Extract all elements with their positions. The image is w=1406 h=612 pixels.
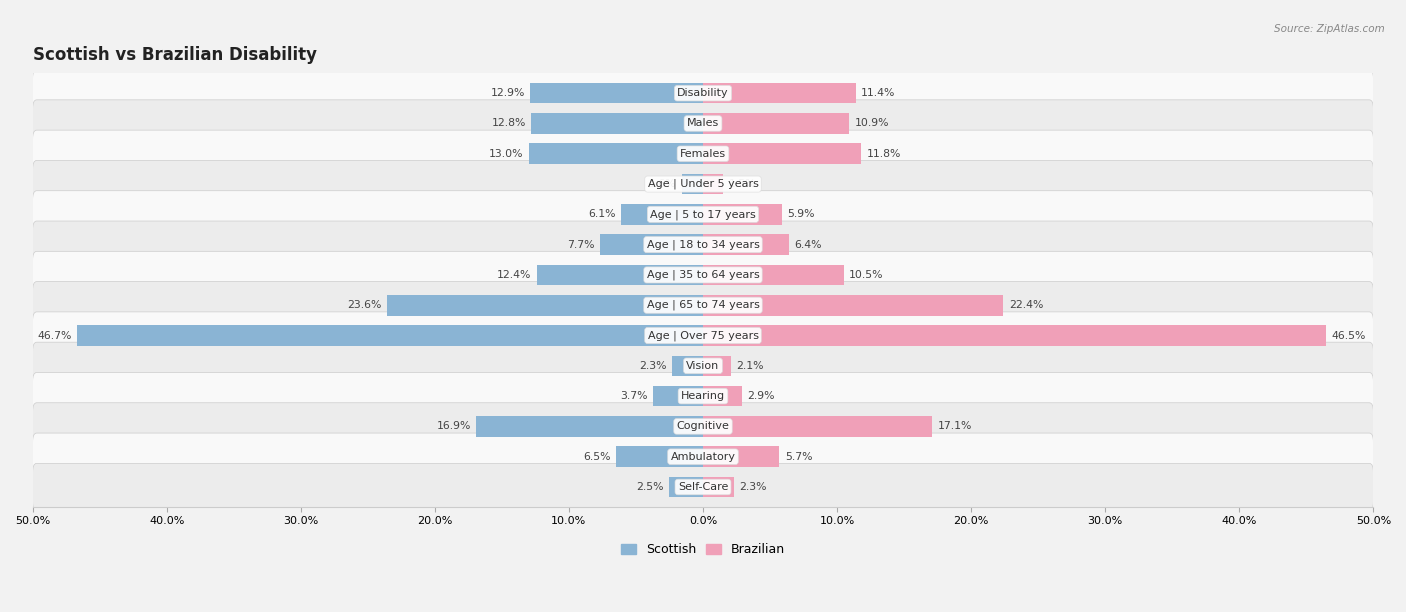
- Text: 12.4%: 12.4%: [496, 270, 531, 280]
- Bar: [616, 446, 703, 467]
- Text: 5.7%: 5.7%: [785, 452, 813, 461]
- Bar: [600, 234, 703, 255]
- Bar: [537, 264, 703, 285]
- Bar: [621, 204, 703, 225]
- Bar: [703, 234, 789, 255]
- FancyBboxPatch shape: [32, 191, 1374, 238]
- Text: 10.9%: 10.9%: [855, 119, 889, 129]
- Text: Scottish vs Brazilian Disability: Scottish vs Brazilian Disability: [32, 46, 316, 64]
- FancyBboxPatch shape: [32, 160, 1374, 207]
- FancyBboxPatch shape: [32, 373, 1374, 420]
- Text: 46.5%: 46.5%: [1331, 330, 1367, 340]
- Legend: Scottish, Brazilian: Scottish, Brazilian: [616, 538, 790, 561]
- Text: Cognitive: Cognitive: [676, 422, 730, 431]
- Text: 7.7%: 7.7%: [567, 240, 595, 250]
- Text: 23.6%: 23.6%: [347, 300, 381, 310]
- Bar: [703, 264, 844, 285]
- Bar: [669, 477, 703, 498]
- Bar: [529, 143, 703, 164]
- Text: Hearing: Hearing: [681, 391, 725, 401]
- Text: Disability: Disability: [678, 88, 728, 98]
- Text: 16.9%: 16.9%: [437, 422, 471, 431]
- Text: 6.1%: 6.1%: [588, 209, 616, 219]
- Text: Age | Under 5 years: Age | Under 5 years: [648, 179, 758, 189]
- Text: Ambulatory: Ambulatory: [671, 452, 735, 461]
- Text: 12.8%: 12.8%: [492, 119, 526, 129]
- Text: Age | 5 to 17 years: Age | 5 to 17 years: [650, 209, 756, 220]
- Bar: [77, 325, 703, 346]
- Bar: [654, 386, 703, 406]
- Text: Age | 35 to 64 years: Age | 35 to 64 years: [647, 270, 759, 280]
- Bar: [703, 83, 856, 103]
- Bar: [682, 174, 703, 195]
- Text: 11.8%: 11.8%: [866, 149, 901, 159]
- Text: 22.4%: 22.4%: [1008, 300, 1043, 310]
- Text: 2.5%: 2.5%: [637, 482, 664, 492]
- Text: 46.7%: 46.7%: [37, 330, 72, 340]
- Bar: [703, 446, 779, 467]
- Text: Source: ZipAtlas.com: Source: ZipAtlas.com: [1274, 24, 1385, 34]
- Text: 2.3%: 2.3%: [740, 482, 766, 492]
- Text: 10.5%: 10.5%: [849, 270, 883, 280]
- Text: 2.1%: 2.1%: [737, 361, 763, 371]
- Text: Self-Care: Self-Care: [678, 482, 728, 492]
- Bar: [703, 143, 862, 164]
- FancyBboxPatch shape: [32, 70, 1374, 117]
- Text: Age | 65 to 74 years: Age | 65 to 74 years: [647, 300, 759, 310]
- FancyBboxPatch shape: [32, 221, 1374, 268]
- Text: 3.7%: 3.7%: [620, 391, 648, 401]
- Text: Age | 18 to 34 years: Age | 18 to 34 years: [647, 239, 759, 250]
- Bar: [703, 356, 731, 376]
- Text: 6.4%: 6.4%: [794, 240, 821, 250]
- Bar: [530, 83, 703, 103]
- Bar: [477, 416, 703, 437]
- Bar: [703, 174, 723, 195]
- Bar: [703, 477, 734, 498]
- Text: Females: Females: [681, 149, 725, 159]
- FancyBboxPatch shape: [32, 433, 1374, 480]
- Bar: [387, 295, 703, 316]
- FancyBboxPatch shape: [32, 100, 1374, 147]
- Text: 1.6%: 1.6%: [648, 179, 676, 189]
- FancyBboxPatch shape: [32, 463, 1374, 510]
- Text: 5.9%: 5.9%: [787, 209, 815, 219]
- Text: Vision: Vision: [686, 361, 720, 371]
- Text: 17.1%: 17.1%: [938, 422, 972, 431]
- Bar: [531, 113, 703, 134]
- FancyBboxPatch shape: [32, 403, 1374, 450]
- Bar: [703, 204, 782, 225]
- Text: 1.5%: 1.5%: [728, 179, 756, 189]
- Text: 12.9%: 12.9%: [491, 88, 524, 98]
- Bar: [672, 356, 703, 376]
- Text: Age | Over 75 years: Age | Over 75 years: [648, 330, 758, 341]
- Text: 13.0%: 13.0%: [489, 149, 523, 159]
- FancyBboxPatch shape: [32, 252, 1374, 299]
- Text: 2.3%: 2.3%: [640, 361, 666, 371]
- FancyBboxPatch shape: [32, 342, 1374, 389]
- FancyBboxPatch shape: [32, 312, 1374, 359]
- Text: 11.4%: 11.4%: [862, 88, 896, 98]
- FancyBboxPatch shape: [32, 130, 1374, 177]
- Bar: [703, 295, 1004, 316]
- Bar: [703, 416, 932, 437]
- FancyBboxPatch shape: [32, 282, 1374, 329]
- Bar: [703, 113, 849, 134]
- Text: Males: Males: [688, 119, 718, 129]
- Text: 2.9%: 2.9%: [747, 391, 775, 401]
- Text: 6.5%: 6.5%: [583, 452, 610, 461]
- Bar: [703, 325, 1326, 346]
- Bar: [703, 386, 742, 406]
